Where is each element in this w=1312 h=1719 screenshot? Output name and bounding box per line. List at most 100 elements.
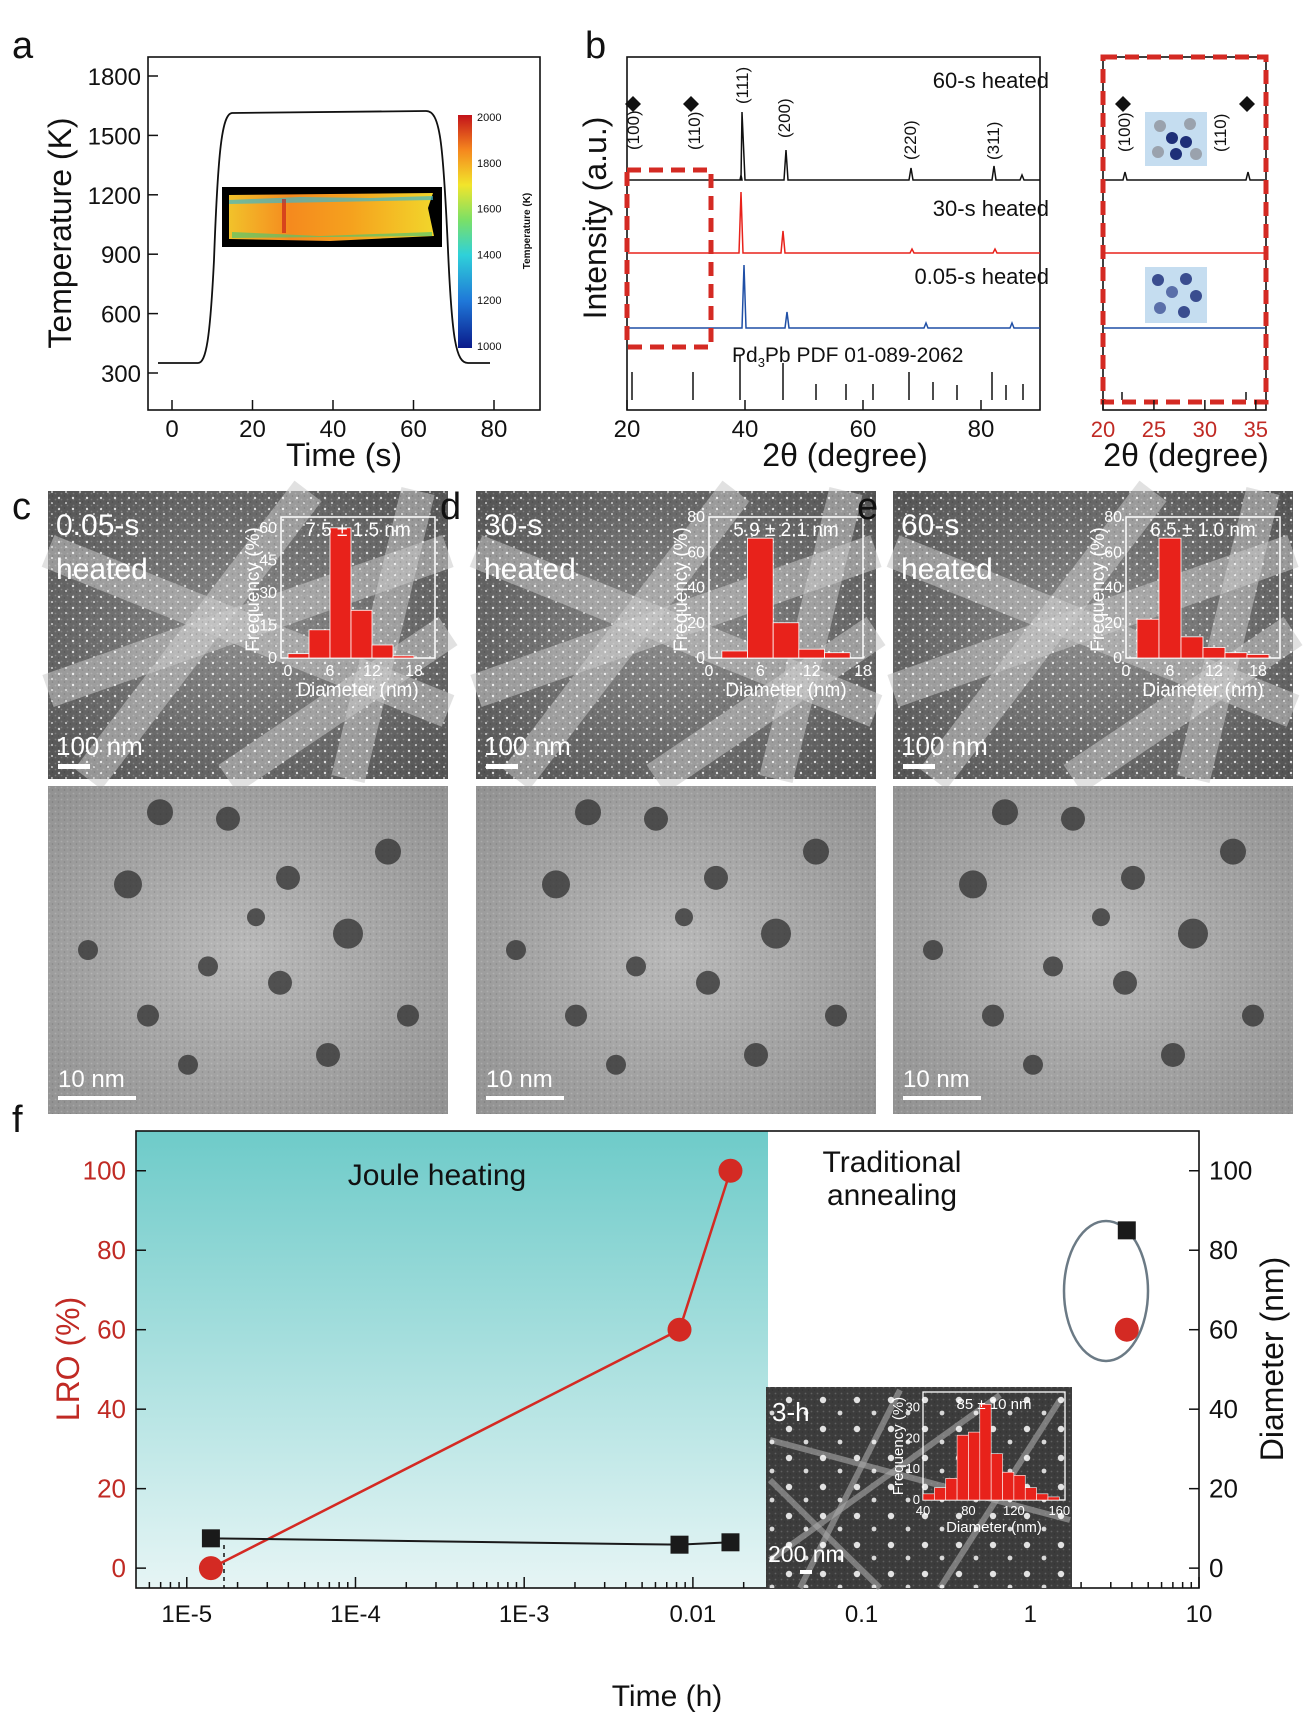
histogram-ytick-label: 45 bbox=[259, 552, 277, 569]
annealing-histogram-ytick: 20 bbox=[906, 1430, 920, 1445]
panel-a-xtick-label: 60 bbox=[400, 416, 427, 443]
sem-label-time: 60-s bbox=[901, 509, 959, 542]
panel-f-ytick-left: 60 bbox=[97, 1315, 126, 1345]
tem-particle bbox=[375, 838, 401, 865]
annealing-histogram-xtick: 80 bbox=[961, 1503, 975, 1518]
panel-f-ytick-left: 80 bbox=[97, 1235, 126, 1265]
colorbar-tick-label: 1400 bbox=[477, 249, 501, 261]
tem-particle bbox=[565, 1004, 587, 1027]
histogram-ytick-label: 40 bbox=[1104, 580, 1122, 597]
histogram-bar bbox=[798, 648, 825, 659]
peak-label-200: (200) bbox=[775, 98, 794, 138]
panel-a-frame bbox=[147, 56, 541, 411]
series-label-30s: 30-s heated bbox=[933, 196, 1049, 221]
zoom-region-box bbox=[624, 167, 714, 350]
histogram-ytick-label: 20 bbox=[1104, 615, 1122, 632]
annealing-histogram-bar bbox=[990, 1453, 1003, 1501]
lro-point bbox=[667, 1317, 692, 1342]
tem-particle bbox=[147, 799, 173, 826]
panel-f-xtick-label: 1E-3 bbox=[499, 1601, 550, 1628]
panel-letter-f: f bbox=[12, 1099, 23, 1141]
tem-particle bbox=[542, 870, 570, 899]
region-label-annealing: annealing bbox=[827, 1179, 957, 1212]
panel-a-ytick-label: 900 bbox=[101, 242, 141, 269]
peak-label-311: (311) bbox=[984, 122, 1003, 160]
series-label-005s: 0.05-s heated bbox=[914, 264, 1049, 289]
histogram-ytick-label: 60 bbox=[259, 520, 277, 537]
tem-particle bbox=[178, 1054, 198, 1075]
diameter-point bbox=[670, 1535, 689, 1554]
tem-scale-label: 10 nm bbox=[486, 1066, 553, 1093]
histogram-ytick-label: 15 bbox=[259, 617, 277, 634]
histogram-bar bbox=[772, 622, 800, 659]
sem-scale-label: 100 nm bbox=[56, 731, 143, 761]
panel-f-xtick-label: 1E-4 bbox=[330, 1601, 381, 1628]
sem-label-heated: heated bbox=[56, 553, 148, 586]
histogram-title: 5.9 ± 2.1 nm bbox=[733, 520, 838, 541]
annealing-histogram-xtick: 120 bbox=[1003, 1503, 1025, 1518]
histogram-bar bbox=[350, 609, 373, 659]
diamond-marker bbox=[683, 96, 699, 112]
annealing-histogram-xtick: 160 bbox=[1048, 1503, 1070, 1518]
panel-f-xtick-label: 1E-5 bbox=[161, 1601, 212, 1628]
peak-label-100: (100) bbox=[624, 110, 643, 150]
lro-point bbox=[198, 1556, 223, 1581]
panel-b-axes-ticks: 20 40 60 80 20 25 30 35 bbox=[614, 400, 1268, 443]
panel-a-xtick-label: 0 bbox=[165, 416, 178, 443]
annealing-histogram-title: 85 ± 10 nm bbox=[957, 1396, 1032, 1413]
annealing-histogram: 85 ± 10 nm 40 80 120 160 0 10 20 30 Diameter (nm)… bbox=[890, 1391, 1070, 1536]
panel-f-ytick-left: 40 bbox=[97, 1394, 126, 1424]
panel-letter-c: c bbox=[12, 486, 31, 528]
histogram-ytick-label: 80 bbox=[1104, 509, 1122, 526]
panel-b-xlabel: 2θ (degree) bbox=[762, 437, 927, 473]
inset-3h-label: 3-h bbox=[772, 1397, 810, 1427]
diamond-marker bbox=[1239, 96, 1255, 112]
histogram-ytick-label: 40 bbox=[687, 580, 705, 597]
panel-a-xtick-label: 40 bbox=[320, 416, 347, 443]
tem-particle bbox=[506, 940, 526, 960]
series-label-60s: 60-s heated bbox=[933, 68, 1049, 93]
zoom-peak-label-100: (100) bbox=[1115, 112, 1134, 152]
histogram-bar bbox=[1180, 636, 1204, 659]
histogram-xtick-label: 0 bbox=[1122, 663, 1131, 680]
tem-particle bbox=[1121, 865, 1145, 890]
histogram-ytick-label: 0 bbox=[1113, 650, 1122, 667]
colorbar bbox=[458, 115, 472, 348]
tem-particle bbox=[1242, 1004, 1264, 1027]
zoom-xtick-label: 20 bbox=[1091, 417, 1115, 442]
tem-particle bbox=[575, 799, 601, 826]
tem-particle bbox=[1092, 908, 1110, 927]
histogram-xtick-label: 12 bbox=[1205, 663, 1223, 680]
lro-point bbox=[718, 1158, 743, 1183]
histogram-xtick-label: 18 bbox=[405, 663, 423, 680]
annealing-histogram-ytick: 10 bbox=[906, 1461, 920, 1476]
panel-letter-e: e bbox=[857, 486, 878, 528]
panel-f-ylabel-right: Diameter (nm) bbox=[1254, 1257, 1290, 1461]
panel-b: b 60-s heated 30-s heated 0.05-s heated … bbox=[577, 25, 1269, 473]
temperature-curve bbox=[158, 110, 490, 364]
colorbar-tick-label: 1800 bbox=[477, 158, 501, 170]
panel-a-ylabel: Temperature (K) bbox=[42, 117, 78, 348]
panel-a-ytick-label: 600 bbox=[101, 302, 141, 329]
annealing-histogram-bar bbox=[1002, 1471, 1015, 1501]
tem-particle bbox=[78, 940, 98, 960]
panel-f-ytick-right: 100 bbox=[1209, 1156, 1252, 1186]
annealing-histogram-bar bbox=[1047, 1496, 1060, 1501]
panel-a-xtick-label: 20 bbox=[239, 416, 266, 443]
panel-f-xtick-label: 0.01 bbox=[670, 1601, 717, 1628]
sem-scale-label: 100 nm bbox=[484, 731, 571, 761]
histogram-bar bbox=[1246, 654, 1270, 659]
micrograph-panels: c 0.05-s heated 100 nm 10 nm 7.5 ± 1.5 nm 0 6 12… bbox=[12, 480, 1303, 1114]
panel-f-xtick-label: 0.1 bbox=[845, 1601, 878, 1628]
tem-particle bbox=[704, 865, 728, 890]
tem-particle bbox=[644, 806, 668, 831]
panel-b-ylabel: Intensity (a.u.) bbox=[577, 117, 613, 320]
histogram-xtick-label: 18 bbox=[1249, 663, 1267, 680]
tem-particle bbox=[744, 1042, 768, 1067]
tem-scale-label: 10 nm bbox=[58, 1066, 125, 1093]
joule-heating-region bbox=[136, 1131, 768, 1588]
annealing-lro-point bbox=[1114, 1317, 1139, 1342]
panel-letter-a: a bbox=[12, 25, 34, 67]
tem-particle bbox=[1023, 1054, 1043, 1075]
